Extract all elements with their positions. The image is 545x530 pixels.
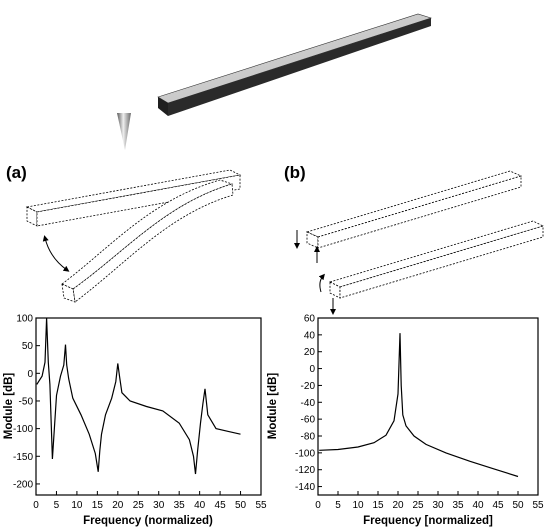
beam-side-face <box>168 18 431 116</box>
chart-a-xtick-label: 30 <box>153 500 165 511</box>
chart-b-frame <box>317 317 539 496</box>
beam-rest-side <box>36 174 241 227</box>
chart-a-xtick-label: 0 <box>33 500 39 511</box>
lower-beam-side <box>339 225 544 299</box>
chart-a-ytick-label: 100 <box>16 314 33 325</box>
torsional-mode-illustration <box>305 170 545 299</box>
arrow-curved-up <box>318 273 325 293</box>
beam-bent-front <box>61 283 76 303</box>
chart-b-xtick-label: 0 <box>315 500 321 511</box>
chart-b-ytick-label: -120 <box>295 465 315 476</box>
chart-a-xtick-label: 15 <box>92 500 104 511</box>
chart-a: 0 5 10 15 20 25 30 35 40 45 50 55 100 50 0 -50 -100 -150… <box>3 314 267 528</box>
chart-b-ytick-label: -140 <box>295 482 315 493</box>
tip-cone <box>117 113 131 150</box>
chart-a-ytick-label: -200 <box>13 479 33 490</box>
chart-b-line <box>319 333 519 478</box>
chart-a-xtick-label: 45 <box>215 500 227 511</box>
chart-b-xtick-label: 55 <box>532 500 544 511</box>
chart-a-xtick-label: 25 <box>133 500 145 511</box>
chart-b: 0 5 10 15 20 25 30 35 40 45 50 55 60 40 20 0 -20 -40 -60 -… <box>267 314 544 528</box>
chart-b-ytick-label: -20 <box>301 381 316 392</box>
chart-b-ytick-label: 0 <box>309 364 315 375</box>
beam-bent-side <box>72 183 234 303</box>
chart-a-xtick-label: 50 <box>235 500 247 511</box>
beam-top-face <box>157 13 432 104</box>
chart-a-xtick-label: 40 <box>194 500 206 511</box>
chart-b-xtick-label: 5 <box>335 500 341 511</box>
flexural-arrow <box>42 235 70 272</box>
chart-b-xtick-label: 50 <box>512 500 524 511</box>
upper-beam-front <box>306 231 319 249</box>
chart-a-xtick-label: 5 <box>54 500 60 511</box>
panel-a-label: (a) <box>6 163 27 182</box>
chart-b-xtick-label: 35 <box>452 500 464 511</box>
chart-a-xtick-label: 55 <box>255 500 267 511</box>
torsion-arrows <box>294 230 336 315</box>
chart-b-ytick-label: 40 <box>304 330 316 341</box>
chart-a-ytick-label: -100 <box>13 424 33 435</box>
chart-a-xtick-label: 35 <box>174 500 186 511</box>
beam-front-face <box>158 97 168 116</box>
chart-a-line <box>36 317 241 475</box>
chart-b-ytick-label: 60 <box>304 314 316 325</box>
flexural-mode-illustration <box>25 169 242 303</box>
chart-b-ytick-label: 20 <box>304 347 316 358</box>
chart-a-ytick-label: 0 <box>27 369 33 380</box>
chart-a-ylabel: Module [dB] <box>3 373 15 440</box>
panel-b-label: (b) <box>284 163 306 182</box>
chart-b-xtick-label: 25 <box>412 500 424 511</box>
chart-b-xtick-label: 20 <box>392 500 404 511</box>
chart-b-xtick-label: 40 <box>472 500 484 511</box>
cantilever-illustration <box>117 13 432 150</box>
beam-bent-top <box>61 179 234 290</box>
chart-a-xtick-label: 10 <box>71 500 83 511</box>
upper-beam-top <box>305 170 523 238</box>
chart-a-ytick-label: 50 <box>22 341 34 352</box>
chart-b-ytick-label: -100 <box>295 448 315 459</box>
chart-b-ytick-label: -40 <box>301 398 316 409</box>
chart-b-ytick-label: -80 <box>301 432 316 443</box>
chart-a-ytick-label: -150 <box>13 452 33 463</box>
chart-b-xtick-label: 15 <box>372 500 384 511</box>
chart-a-xtick-label: 20 <box>112 500 124 511</box>
chart-b-ylabel: Module [dB] <box>267 373 279 440</box>
chart-b-xtick-label: 45 <box>492 500 504 511</box>
chart-b-ytick-label: -60 <box>301 415 316 426</box>
chart-b-xlabel: Frequency [normalized] <box>363 515 493 527</box>
chart-b-xtick-label: 30 <box>432 500 444 511</box>
chart-a-frame <box>35 317 262 496</box>
chart-a-xlabel: Frequency (normalized) <box>83 515 213 527</box>
chart-a-ytick-label: -50 <box>19 396 34 407</box>
chart-b-xtick-label: 10 <box>352 500 364 511</box>
upper-beam-side <box>317 175 522 249</box>
